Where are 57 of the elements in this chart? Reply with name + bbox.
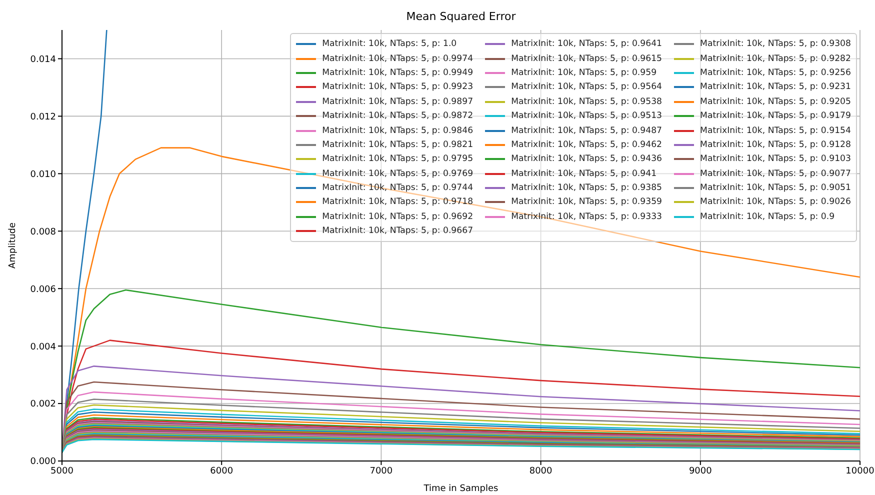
- legend-label: MatrixInit: 10k, NTaps: 5, p: 0.9974: [322, 54, 474, 64]
- legend-label: MatrixInit: 10k, NTaps: 5, p: 0.9231: [700, 82, 851, 92]
- legend-label: MatrixInit: 10k, NTaps: 5, p: 1.0: [322, 39, 457, 50]
- legend-label: MatrixInit: 10k, NTaps: 5, p: 0.959: [511, 68, 657, 78]
- x-tick-label: 9000: [688, 466, 712, 476]
- legend-label: MatrixInit: 10k, NTaps: 5, p: 0.9205: [700, 96, 851, 107]
- legend-label: MatrixInit: 10k, NTaps: 5, p: 0.9359: [511, 197, 662, 208]
- legend-label: MatrixInit: 10k, NTaps: 5, p: 0.9077: [700, 168, 851, 179]
- legend-label: MatrixInit: 10k, NTaps: 5, p: 0.9154: [700, 126, 851, 136]
- legend-label: MatrixInit: 10k, NTaps: 5, p: 0.9513: [511, 111, 662, 122]
- legend-label: MatrixInit: 10k, NTaps: 5, p: 0.9103: [700, 154, 851, 164]
- legend-label: MatrixInit: 10k, NTaps: 5, p: 0.9256: [700, 68, 851, 78]
- legend-label: MatrixInit: 10k, NTaps: 5, p: 0.9282: [700, 54, 851, 64]
- legend-label: MatrixInit: 10k, NTaps: 5, p: 0.9949: [322, 68, 474, 78]
- legend-label: MatrixInit: 10k, NTaps: 5, p: 0.9872: [322, 111, 474, 122]
- legend-label: MatrixInit: 10k, NTaps: 5, p: 0.9538: [511, 96, 662, 107]
- legend-label: MatrixInit: 10k, NTaps: 5, p: 0.9385: [511, 183, 662, 194]
- legend-label: MatrixInit: 10k, NTaps: 5, p: 0.9897: [322, 96, 474, 107]
- y-tick-label: 0.012: [30, 112, 56, 122]
- legend-label: MatrixInit: 10k, NTaps: 5, p: 0.9615: [511, 54, 662, 64]
- legend-label: MatrixInit: 10k, NTaps: 5, p: 0.9718: [322, 197, 474, 208]
- y-tick-label: 0.002: [30, 400, 56, 410]
- legend-label: MatrixInit: 10k, NTaps: 5, p: 0.9769: [322, 168, 474, 179]
- x-tick-label: 8000: [529, 466, 553, 476]
- legend-label: MatrixInit: 10k, NTaps: 5, p: 0.9923: [322, 82, 474, 92]
- chart-title: Mean Squared Error: [405, 10, 517, 23]
- legend-label: MatrixInit: 10k, NTaps: 5, p: 0.9: [700, 212, 835, 222]
- x-axis-title: Time in Samples: [422, 484, 498, 494]
- y-tick-label: 0.004: [30, 342, 56, 352]
- y-tick-label: 0.010: [30, 170, 56, 180]
- legend-label: MatrixInit: 10k, NTaps: 5, p: 0.9333: [511, 212, 662, 222]
- y-tick-label: 0.000: [30, 457, 56, 468]
- y-tick-label: 0.008: [30, 227, 56, 238]
- x-tick-label: 5000: [50, 466, 74, 476]
- legend-label: MatrixInit: 10k, NTaps: 5, p: 0.9026: [700, 197, 851, 208]
- legend-label: MatrixInit: 10k, NTaps: 5, p: 0.9564: [511, 82, 662, 92]
- x-tick-label: 7000: [370, 466, 393, 476]
- legend-label: MatrixInit: 10k, NTaps: 5, p: 0.9051: [700, 183, 851, 194]
- legend-label: MatrixInit: 10k, NTaps: 5, p: 0.9128: [700, 140, 851, 150]
- y-tick-label: 0.014: [30, 54, 56, 65]
- legend-label: MatrixInit: 10k, NTaps: 5, p: 0.9744: [322, 183, 474, 194]
- legend-label: MatrixInit: 10k, NTaps: 5, p: 0.9795: [322, 154, 474, 164]
- x-tick-label: 6000: [210, 466, 234, 476]
- legend-label: MatrixInit: 10k, NTaps: 5, p: 0.9436: [511, 154, 662, 164]
- legend-label: MatrixInit: 10k, NTaps: 5, p: 0.9462: [511, 140, 662, 150]
- legend-label: MatrixInit: 10k, NTaps: 5, p: 0.9179: [700, 111, 851, 122]
- x-tick-label: 10000: [846, 466, 875, 476]
- legend-label: MatrixInit: 10k, NTaps: 5, p: 0.9487: [511, 126, 662, 136]
- y-tick-label: 0.006: [30, 284, 56, 295]
- legend-label: MatrixInit: 10k, NTaps: 5, p: 0.9667: [322, 226, 474, 236]
- legend-label: MatrixInit: 10k, NTaps: 5, p: 0.9846: [322, 126, 474, 136]
- legend-label: MatrixInit: 10k, NTaps: 5, p: 0.9692: [322, 212, 474, 222]
- y-axis-title: Amplitude: [8, 222, 18, 269]
- legend-label: MatrixInit: 10k, NTaps: 5, p: 0.9641: [511, 39, 662, 50]
- legend-label: MatrixInit: 10k, NTaps: 5, p: 0.9308: [700, 39, 851, 50]
- legend-label: MatrixInit: 10k, NTaps: 5, p: 0.9821: [322, 140, 474, 150]
- legend-label: MatrixInit: 10k, NTaps: 5, p: 0.941: [511, 168, 657, 179]
